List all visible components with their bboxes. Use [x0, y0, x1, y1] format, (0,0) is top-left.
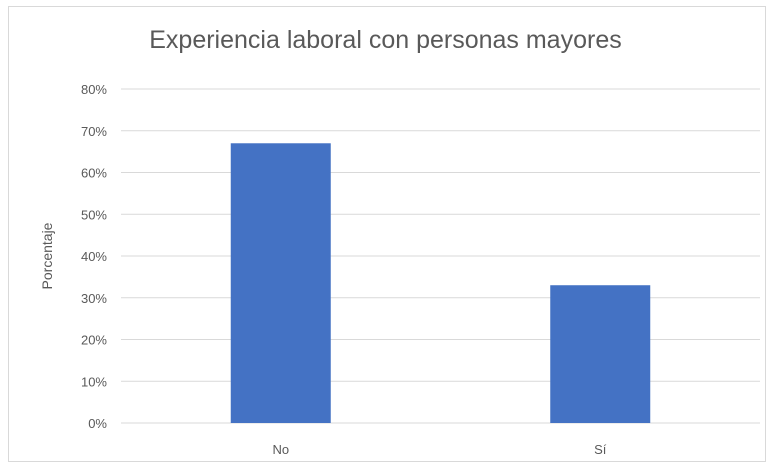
- y-tick-label: 20%: [81, 333, 107, 348]
- bar-sí: [550, 285, 651, 423]
- bar-no: [230, 143, 331, 423]
- y-tick-label: 80%: [81, 82, 107, 97]
- x-tick-label: Sí: [594, 442, 607, 457]
- y-tick-label: 10%: [81, 374, 107, 389]
- y-tick-label: 50%: [81, 207, 107, 222]
- gridlines: [121, 88, 760, 424]
- chart-title: Experiencia laboral con personas mayores: [149, 26, 622, 54]
- y-tick-label: 0%: [88, 416, 107, 431]
- x-tick-label: No: [272, 442, 289, 457]
- y-axis-ticks: 0% 10% 20% 30% 40% 50% 60% 70% 80%: [81, 82, 107, 431]
- y-tick-label: 30%: [81, 291, 107, 306]
- y-tick-label: 40%: [81, 249, 107, 264]
- y-tick-label: 60%: [81, 166, 107, 181]
- bars: [230, 143, 651, 423]
- x-axis-ticks: No Sí: [272, 442, 606, 457]
- y-tick-label: 70%: [81, 124, 107, 139]
